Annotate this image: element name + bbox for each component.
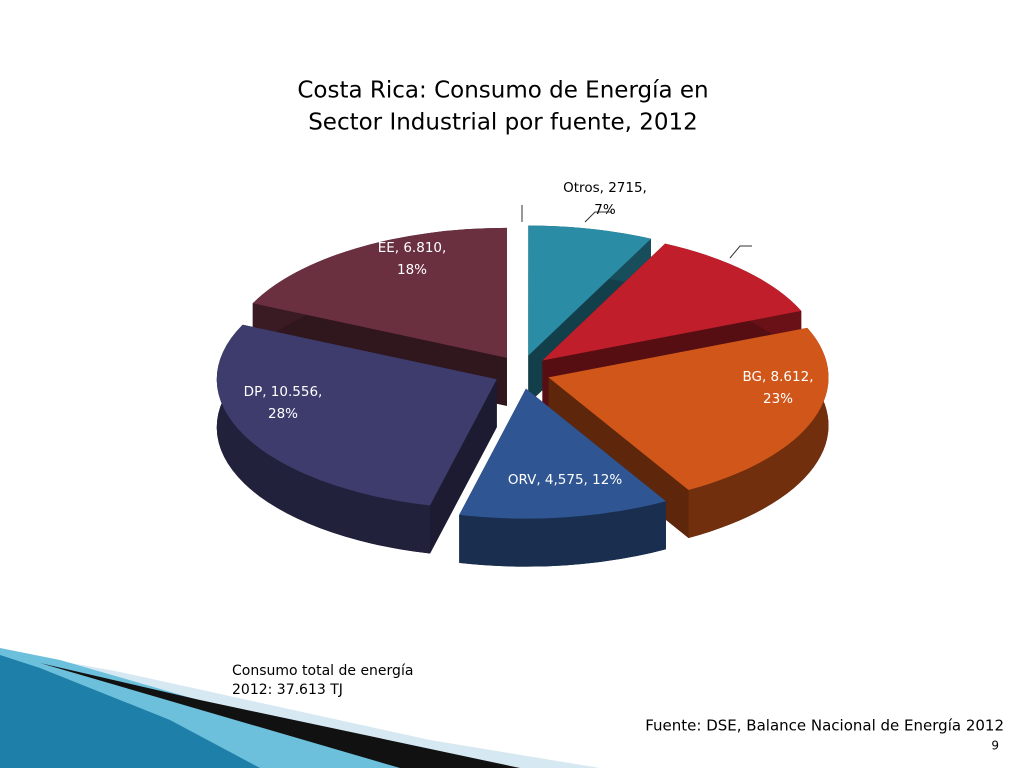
data-label-line: BG, 8.612, xyxy=(742,369,813,385)
data-label-line: 7% xyxy=(594,202,616,218)
data-label-line: 28% xyxy=(268,406,298,422)
pie xyxy=(216,225,829,567)
data-label-line: 23% xyxy=(763,391,793,407)
decoration xyxy=(0,205,752,768)
slice xyxy=(542,243,802,361)
total-note: Consumo total de energía xyxy=(232,663,413,679)
slice xyxy=(459,388,666,519)
chart-title: Costa Rica: Consumo de Energía en xyxy=(297,78,708,104)
page-number: 9 xyxy=(991,739,999,753)
slice xyxy=(216,324,497,506)
data-label-line: Otros, 2715, xyxy=(563,180,647,196)
leader-line xyxy=(584,211,612,223)
slice-wall xyxy=(688,327,829,538)
slice-wall xyxy=(459,501,666,567)
data-label: DP, 10.556, 28% xyxy=(244,384,323,422)
data-label: ORV, 4,575, 12% xyxy=(508,472,622,488)
slice-wall xyxy=(216,324,431,554)
data-label: Otros, 2715, 7% xyxy=(563,180,647,218)
data-label-line: EE, 6.810, xyxy=(378,240,447,256)
slice xyxy=(528,225,651,356)
data-label-line: 18% xyxy=(397,262,427,278)
total-note: 2012: 37.613 TJ xyxy=(232,682,343,698)
data-label: BG, 8.612, 23% xyxy=(742,369,813,407)
swoosh-dark xyxy=(0,655,260,768)
chart-title: Sector Industrial por fuente, 2012 xyxy=(308,110,698,136)
slice xyxy=(252,227,507,358)
slice xyxy=(216,324,497,554)
source: Fuente: DSE, Balance Nacional de Energía… xyxy=(645,717,1004,735)
leader-line xyxy=(729,245,752,259)
data-label-line: DP, 10.556, xyxy=(244,384,323,400)
slice xyxy=(548,327,829,490)
slice xyxy=(459,388,666,567)
data-label: EE, 6.810, 18% xyxy=(378,240,447,278)
